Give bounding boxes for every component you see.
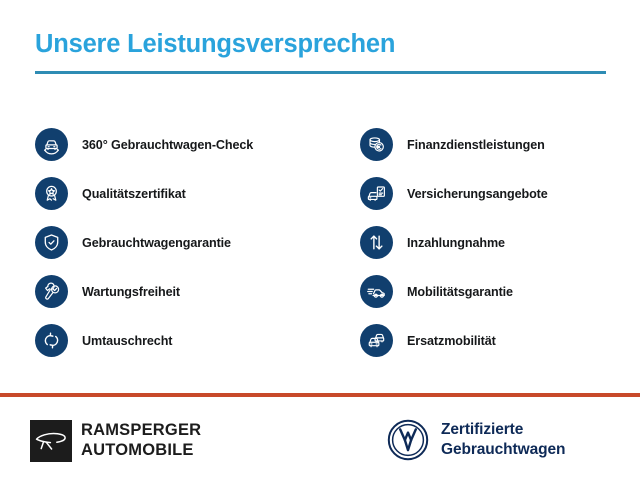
ramsperger-wordmark: RAMSPERGER AUTOMOBILE [81, 421, 201, 461]
ramsperger-line-2: AUTOMOBILE [81, 441, 194, 459]
feature-label: Versicherungsangebote [407, 186, 548, 201]
feature-item-finanzdienstleistungen[interactable]: Finanzdienstleistungen [360, 120, 620, 169]
feature-item-qualitaetszertifikat[interactable]: Qualitätszertifikat [35, 169, 335, 218]
ramsperger-r-swoosh-icon [30, 420, 72, 462]
car-360-check-icon [35, 128, 68, 161]
feature-item-gebrauchtwagen-check[interactable]: 360° Gebrauchtwagen-Check [35, 120, 335, 169]
feature-label: Wartungsfreiheit [82, 284, 180, 299]
feature-item-wartungsfreiheit[interactable]: Wartungsfreiheit [35, 267, 335, 316]
ramsperger-automobile-logo[interactable]: RAMSPERGER AUTOMOBILE [30, 420, 201, 462]
features-section: 360° Gebrauchtwagen-Check Qualitätszerti… [0, 120, 640, 365]
two-cars-icon [360, 324, 393, 357]
vw-line-1: Zertifizierte [441, 421, 524, 439]
vw-line-2: Gebrauchtwagen [441, 441, 566, 458]
feature-label: Ersatzmobilität [407, 333, 496, 348]
title-divider [35, 71, 606, 75]
feature-item-umtauschrecht[interactable]: Umtauschrecht [35, 316, 335, 365]
volkswagen-certified-logo[interactable]: Zertifizierte Gebrauchtwagen [386, 418, 565, 462]
up-down-arrows-icon [360, 226, 393, 259]
car-speed-icon [360, 275, 393, 308]
car-document-check-icon [360, 177, 393, 210]
feature-label: Finanzdienstleistungen [407, 137, 545, 152]
volkswagen-logo-icon [386, 418, 430, 462]
coins-euro-icon [360, 128, 393, 161]
award-rosette-icon [35, 177, 68, 210]
feature-item-inzahlungnahme[interactable]: Inzahlungnahme [360, 218, 620, 267]
footer-divider [0, 393, 640, 397]
exchange-arrows-icon [35, 324, 68, 357]
volkswagen-wordmark: Zertifizierte Gebrauchtwagen [441, 420, 565, 459]
footer: RAMSPERGER AUTOMOBILE Zertifizierte Gebr… [0, 412, 640, 472]
ramsperger-line-1: RAMSPERGER [81, 421, 202, 440]
feature-label: Qualitätszertifikat [82, 186, 186, 201]
feature-label: Umtauschrecht [82, 333, 173, 348]
feature-label: Inzahlungnahme [407, 235, 505, 250]
header: Unsere Leistungsversprechen [35, 30, 607, 75]
feature-label: Mobilitätsgarantie [407, 284, 513, 299]
feature-column-right: Finanzdienstleistungen Versicherungsange… [360, 120, 620, 365]
page-title: Unsere Leistungsversprechen [35, 30, 396, 58]
feature-column-left: 360° Gebrauchtwagen-Check Qualitätszerti… [35, 120, 335, 365]
feature-item-ersatzmobilitaet[interactable]: Ersatzmobilität [360, 316, 620, 365]
feature-label: 360° Gebrauchtwagen-Check [82, 137, 254, 152]
wrench-check-icon [35, 275, 68, 308]
shield-check-icon [35, 226, 68, 259]
feature-label: Gebrauchtwagengarantie [82, 235, 231, 250]
feature-item-versicherungsangebote[interactable]: Versicherungsangebote [360, 169, 620, 218]
feature-item-gebrauchtwagengarantie[interactable]: Gebrauchtwagengarantie [35, 218, 335, 267]
feature-item-mobilitaetsgarantie[interactable]: Mobilitätsgarantie [360, 267, 620, 316]
